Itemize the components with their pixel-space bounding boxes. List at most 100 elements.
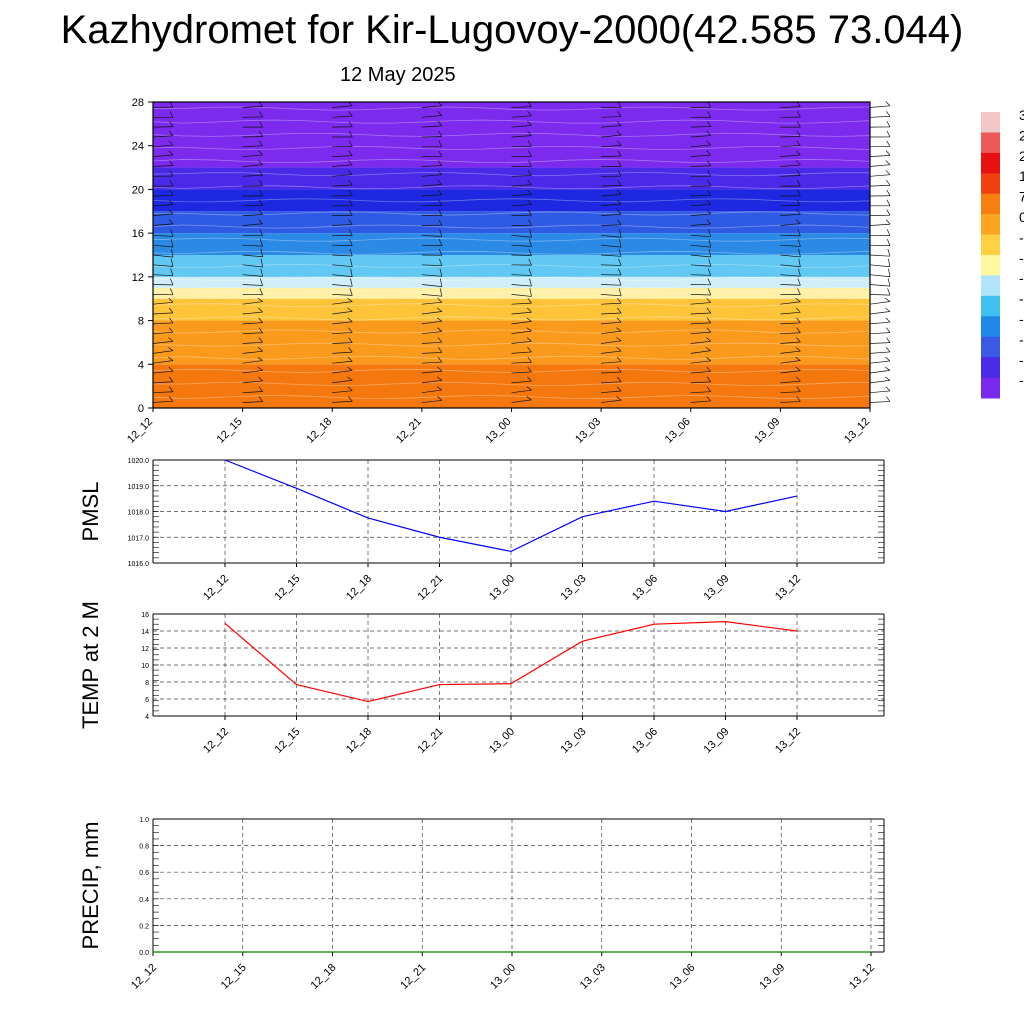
colorbar-segment: [981, 112, 1000, 133]
wind-barb-flag: [437, 170, 443, 175]
contour-line: [152, 185, 871, 190]
y-tick-label: 0.2: [139, 923, 149, 930]
y-tick-label: 0.0: [139, 950, 149, 957]
wind-barb: [690, 350, 711, 354]
wind-barb-flag: [526, 386, 532, 391]
wind-barb-flag: [528, 150, 532, 157]
wind-barb: [601, 302, 622, 305]
wind-barb-flag: [797, 229, 801, 237]
wind-barb-flag: [616, 120, 622, 126]
wind-barb: [421, 125, 442, 128]
wind-barb-flag: [437, 337, 443, 343]
colorbar-segment: [981, 336, 1000, 358]
wind-barb: [601, 399, 622, 403]
wind-barb: [511, 340, 532, 344]
wind-barb-flag: [169, 160, 174, 166]
wind-barb-flag: [797, 288, 801, 295]
chart-title: Kazhydromet for Kir-Lugovoy-2000(42.585 …: [60, 8, 964, 52]
x-tick-label: 12_12: [129, 962, 159, 992]
wind-barb: [601, 194, 622, 197]
wind-barb-flag: [437, 396, 443, 401]
wind-barb: [780, 360, 801, 364]
y-tick-label: 4: [145, 714, 149, 721]
wind-barb-flag: [347, 297, 353, 302]
wind-barb: [869, 380, 891, 384]
wind-barb-flag: [259, 199, 263, 206]
wind-barb: [869, 155, 891, 157]
wind-barb-flag: [259, 111, 263, 118]
x-tick-label: 13_12: [847, 962, 877, 992]
wind-barb: [242, 154, 263, 157]
wind-barb-flag: [438, 130, 443, 137]
wind-barb-flag: [796, 396, 801, 402]
wind-barb: [690, 381, 711, 384]
wind-barb: [869, 116, 891, 118]
wind-barb-flag: [350, 258, 353, 267]
wind-barb-flag: [796, 130, 801, 137]
x-tick-label: 12_18: [304, 416, 334, 446]
wind-barb: [601, 244, 622, 248]
y-tick-label: 24: [132, 141, 144, 153]
wind-barb: [332, 400, 353, 403]
wind-barb-flag: [616, 327, 622, 332]
wind-barb-flag: [708, 258, 712, 267]
wind-barb: [601, 116, 622, 118]
wind-barb-flag: [348, 189, 353, 196]
colorbar-label: -: [1019, 270, 1024, 286]
wind-barb-flag: [169, 288, 174, 295]
colorbar-label: 0: [1019, 209, 1024, 225]
wind-barb: [332, 184, 353, 187]
wind-barb-flag: [527, 140, 532, 147]
colorbar-segment: [981, 193, 1000, 215]
wind-barb: [601, 371, 622, 374]
x-tick-label: 12_21: [416, 573, 446, 603]
wind-barb-flag: [617, 160, 622, 167]
wind-barb: [780, 322, 801, 325]
wind-barb-flag: [796, 386, 801, 392]
wind-barb-flag: [796, 199, 801, 206]
wind-barb: [152, 381, 174, 384]
wind-barb: [690, 244, 711, 248]
y-tick-label: 16: [141, 612, 149, 619]
wind-barb-flag: [707, 268, 712, 276]
wind-barb: [780, 223, 801, 226]
wind-barb-flag: [618, 258, 622, 266]
wind-barb: [780, 284, 801, 286]
wind-barb-flag: [168, 140, 174, 146]
wind-barb-flag: [616, 347, 622, 352]
wind-barb: [511, 175, 532, 177]
wind-barb: [869, 223, 891, 226]
wind-barb: [242, 391, 263, 394]
colorbar-segment: [981, 132, 1000, 154]
wind-barb-flag: [886, 337, 891, 343]
contour-line: [152, 290, 871, 295]
wind-barb-flag: [527, 179, 532, 185]
wind-barb-flag: [527, 209, 532, 216]
wind-barb-flag: [526, 396, 532, 401]
wind-barb-flag: [168, 209, 174, 215]
wind-barb-flag: [887, 288, 891, 296]
x-tick-label: 13_12: [773, 726, 803, 756]
wind-barb: [690, 360, 711, 364]
wind-barb-flag: [437, 120, 443, 127]
wind-barb-flag: [707, 170, 712, 177]
wind-barb-flag: [348, 111, 353, 117]
wind-barb: [869, 174, 891, 177]
y-tick-label: 1.0: [139, 817, 149, 824]
wind-barb: [242, 174, 263, 177]
wind-barb-flag: [706, 327, 712, 333]
wind-barb: [601, 293, 622, 297]
wind-barb: [242, 322, 263, 325]
wind-barb: [869, 264, 891, 268]
wind-barb-flag: [706, 317, 712, 324]
wind-barb: [869, 311, 891, 315]
wind-barb-flag: [439, 268, 443, 277]
y-tick-label: 1018.0: [128, 510, 150, 517]
wind-barb-flag: [437, 179, 443, 185]
wind-barb-flag: [706, 160, 712, 166]
wind-barb-flag: [707, 278, 712, 285]
wind-barb-flag: [885, 150, 891, 156]
wind-barb-flag: [796, 140, 801, 146]
wind-barb: [601, 125, 622, 128]
colorbar-label: 1: [1019, 168, 1024, 184]
